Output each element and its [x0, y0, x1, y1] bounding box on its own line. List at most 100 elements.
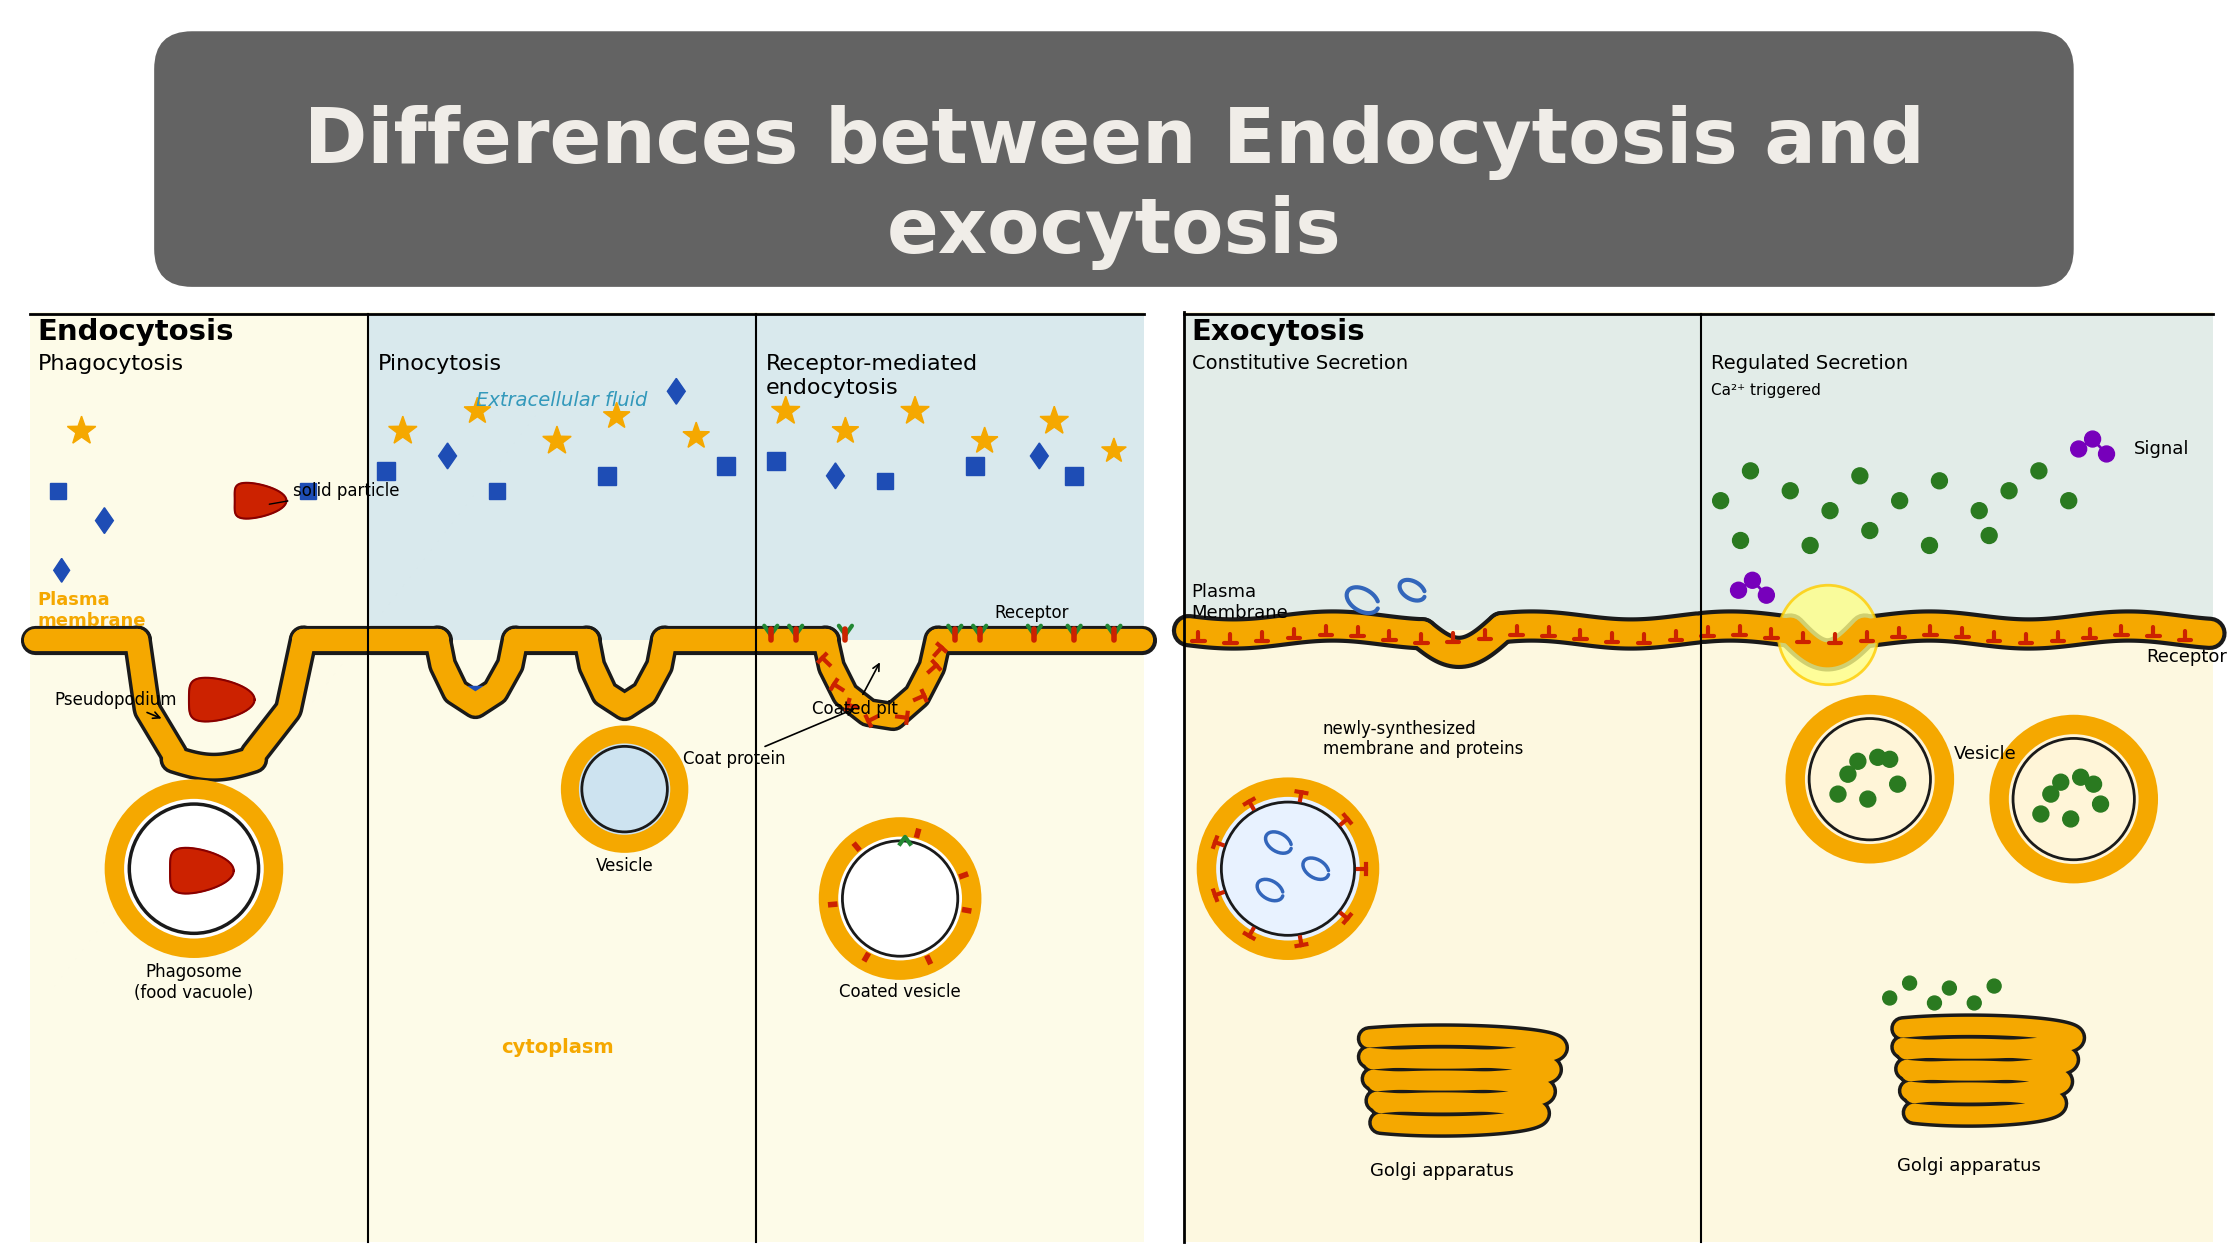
- Circle shape: [2014, 738, 2135, 859]
- Text: Regulated Secretion: Regulated Secretion: [1711, 354, 1908, 373]
- Polygon shape: [1039, 406, 1068, 433]
- Polygon shape: [668, 378, 685, 404]
- Polygon shape: [844, 872, 862, 890]
- Text: Plasma
membrane: Plasma membrane: [38, 591, 146, 630]
- Text: Golgi apparatus: Golgi apparatus: [1897, 1157, 2041, 1176]
- Circle shape: [1980, 528, 1998, 543]
- Circle shape: [2034, 806, 2050, 822]
- Circle shape: [2072, 770, 2088, 785]
- Polygon shape: [542, 426, 571, 454]
- Polygon shape: [439, 444, 457, 469]
- Circle shape: [2092, 796, 2108, 811]
- Circle shape: [1861, 523, 1877, 538]
- Polygon shape: [972, 427, 997, 452]
- Text: solid particle: solid particle: [269, 481, 401, 504]
- Polygon shape: [376, 462, 394, 480]
- Circle shape: [1839, 766, 1857, 782]
- Circle shape: [569, 735, 679, 844]
- Circle shape: [1732, 582, 1747, 598]
- Polygon shape: [878, 472, 894, 489]
- Circle shape: [1926, 995, 1942, 1011]
- Polygon shape: [488, 483, 506, 499]
- Polygon shape: [67, 416, 96, 444]
- Circle shape: [1779, 585, 1877, 684]
- Polygon shape: [1030, 444, 1048, 469]
- Polygon shape: [867, 845, 885, 863]
- Circle shape: [1967, 995, 1980, 1011]
- Text: Phagocytosis: Phagocytosis: [38, 354, 184, 373]
- Polygon shape: [771, 397, 800, 423]
- Circle shape: [2061, 493, 2076, 509]
- Circle shape: [2000, 483, 2016, 499]
- Polygon shape: [188, 678, 255, 722]
- Circle shape: [2032, 462, 2047, 479]
- Text: Plasma
Membrane: Plasma Membrane: [1192, 583, 1288, 622]
- Polygon shape: [235, 483, 287, 519]
- Circle shape: [2063, 811, 2079, 827]
- Circle shape: [1884, 992, 1897, 1005]
- Circle shape: [1931, 472, 1947, 489]
- Circle shape: [1922, 538, 1938, 553]
- Circle shape: [2085, 431, 2101, 447]
- Bar: [1183, 311, 2213, 1241]
- Text: Receptor: Receptor: [2146, 648, 2227, 665]
- Circle shape: [1830, 786, 1846, 803]
- Polygon shape: [96, 508, 114, 533]
- Circle shape: [1942, 982, 1956, 995]
- Text: Ca²⁺ triggered: Ca²⁺ triggered: [1711, 383, 1821, 398]
- Text: Pinocytosis: Pinocytosis: [379, 354, 502, 373]
- Circle shape: [1207, 788, 1369, 950]
- Text: exocytosis: exocytosis: [887, 194, 1342, 270]
- Text: Coat protein: Coat protein: [683, 709, 853, 769]
- Polygon shape: [867, 931, 885, 950]
- Polygon shape: [598, 467, 616, 485]
- Polygon shape: [844, 906, 862, 924]
- Text: Differences between Endocytosis and: Differences between Endocytosis and: [305, 105, 1924, 180]
- Circle shape: [2052, 774, 2070, 790]
- Bar: [1183, 314, 2213, 630]
- Circle shape: [1891, 776, 1906, 793]
- Circle shape: [1902, 976, 1917, 990]
- Polygon shape: [930, 857, 948, 874]
- Circle shape: [1987, 979, 2000, 993]
- Text: Coated vesicle: Coated vesicle: [840, 983, 961, 1002]
- Circle shape: [1882, 751, 1897, 767]
- Circle shape: [1714, 493, 1729, 509]
- Circle shape: [1850, 753, 1866, 770]
- Circle shape: [1221, 803, 1355, 935]
- FancyBboxPatch shape: [155, 32, 2074, 287]
- Circle shape: [1870, 750, 1886, 765]
- Polygon shape: [54, 558, 69, 582]
- Text: Receptor: Receptor: [995, 604, 1068, 622]
- Circle shape: [1794, 704, 1944, 854]
- Circle shape: [1893, 493, 1908, 509]
- Text: Vesicle: Vesicle: [1953, 746, 2016, 764]
- Polygon shape: [1066, 467, 1084, 485]
- Circle shape: [1852, 467, 1868, 484]
- Polygon shape: [170, 848, 233, 893]
- Text: Extracellular fluid: Extracellular fluid: [477, 392, 647, 411]
- Polygon shape: [618, 782, 632, 796]
- Polygon shape: [603, 402, 629, 427]
- Text: Vesicle: Vesicle: [596, 857, 654, 874]
- Polygon shape: [941, 888, 959, 907]
- Text: Exocytosis: Exocytosis: [1192, 318, 1364, 345]
- Circle shape: [1743, 462, 1758, 479]
- Text: Receptor-mediated
endocytosis: Receptor-mediated endocytosis: [766, 354, 979, 398]
- Circle shape: [2043, 786, 2059, 803]
- Circle shape: [582, 746, 668, 832]
- Bar: [29, 311, 1145, 1241]
- Polygon shape: [898, 839, 918, 858]
- Polygon shape: [468, 685, 482, 699]
- Text: Signal: Signal: [2132, 440, 2188, 457]
- Text: Coated pit: Coated pit: [813, 664, 898, 718]
- Bar: [367, 314, 1145, 640]
- Circle shape: [130, 804, 258, 934]
- Text: Phagosome
(food vacuole): Phagosome (food vacuole): [134, 963, 253, 1002]
- Polygon shape: [965, 457, 983, 475]
- Circle shape: [1821, 503, 1839, 519]
- Polygon shape: [49, 483, 65, 499]
- Circle shape: [842, 840, 959, 956]
- Circle shape: [1859, 791, 1875, 808]
- Polygon shape: [683, 422, 710, 447]
